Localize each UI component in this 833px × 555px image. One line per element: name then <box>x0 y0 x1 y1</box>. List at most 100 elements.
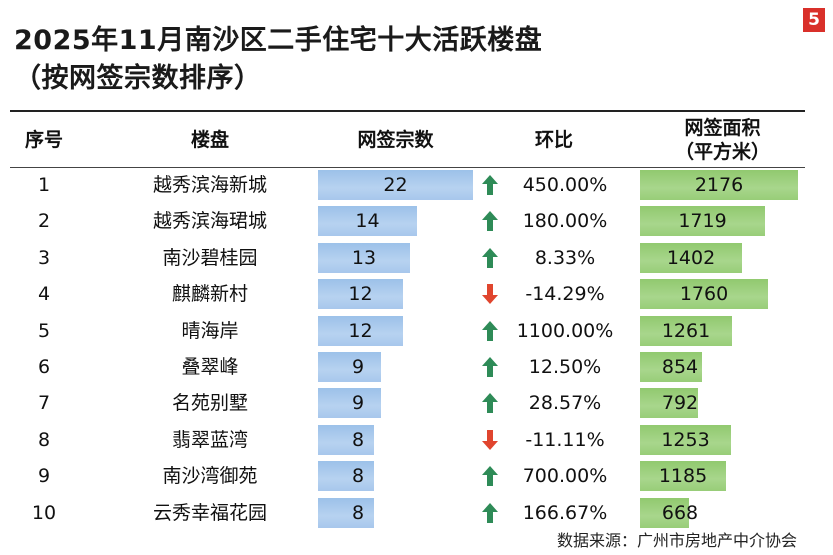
down-arrow-icon <box>482 284 498 305</box>
mom-value: 166.67% <box>522 501 608 524</box>
mom-value: 700.00% <box>522 465 608 488</box>
area-bar <box>640 388 698 419</box>
area-bar <box>640 170 798 200</box>
area-bar <box>640 206 765 237</box>
count-bar <box>318 497 374 528</box>
area-bar <box>640 352 702 382</box>
rank-cell: 1 <box>37 174 51 196</box>
count-bar <box>318 424 374 455</box>
table-row: 6 叠翠峰 9 12.50% 854 <box>0 350 833 384</box>
estate-cell: 云秀幸福花园 <box>152 501 267 524</box>
up-arrow-icon <box>482 502 498 523</box>
title-line-2: （按网签宗数排序） <box>14 63 262 94</box>
header-count: 网签宗数 <box>357 129 434 151</box>
rank-cell: 7 <box>37 392 51 415</box>
table-row: 2 越秀滨海珺城 14 180.00% 1719 <box>0 204 833 238</box>
estate-cell: 南沙碧桂园 <box>162 246 258 269</box>
table-row: 10 云秀幸福花园 8 166.67% 668 <box>0 496 833 530</box>
page-number-badge: 5 <box>803 8 825 32</box>
area-value: 1253 <box>661 428 710 451</box>
rank-cell: 10 <box>31 501 57 524</box>
title-line-1: 2025年11月南沙区二手住宅十大活跃楼盘 <box>14 25 543 56</box>
rank-cell: 2 <box>37 210 51 233</box>
up-arrow-icon <box>482 466 498 487</box>
data-source-note: 数据来源：广州市房地产中介协会 <box>556 531 797 550</box>
table-header-rule <box>10 167 805 168</box>
table-row: 1 越秀滨海新城 22 450.00% 2176 <box>0 168 833 202</box>
header-area: 网签面积 （平方米） <box>640 114 805 166</box>
table-top-rule <box>10 110 805 112</box>
mom-value: 450.00% <box>522 174 608 196</box>
area-bar <box>640 461 726 492</box>
estate-cell: 越秀滨海珺城 <box>152 210 267 233</box>
area-bar <box>640 497 689 528</box>
area-bar <box>640 242 742 273</box>
header-estate: 楼盘 <box>190 129 229 151</box>
mom-value: 1100.00% <box>516 319 614 342</box>
count-value: 14 <box>355 210 380 233</box>
count-bar <box>318 206 417 237</box>
up-arrow-icon <box>482 357 498 377</box>
count-bar <box>318 279 403 310</box>
count-bar <box>318 461 374 492</box>
count-value: 12 <box>348 319 373 342</box>
count-value: 8 <box>351 428 365 451</box>
up-arrow-icon <box>482 393 498 414</box>
count-value: 9 <box>351 356 365 378</box>
area-value: 1185 <box>658 465 708 488</box>
area-value: 792 <box>661 392 699 415</box>
table-row: 5 晴海岸 12 1100.00% 1261 <box>0 314 833 348</box>
up-arrow-icon <box>482 175 498 195</box>
area-value: 854 <box>661 356 699 378</box>
header-mom: 环比 <box>534 129 573 151</box>
rank-cell: 3 <box>37 246 51 269</box>
count-value: 22 <box>383 174 408 196</box>
area-value: 2176 <box>694 174 744 196</box>
count-value: 9 <box>351 392 365 415</box>
rank-cell: 6 <box>37 356 51 378</box>
count-bar <box>318 315 403 346</box>
estate-cell: 越秀滨海新城 <box>152 174 267 196</box>
rank-cell: 8 <box>37 428 51 451</box>
rank-cell: 4 <box>37 283 51 306</box>
area-value: 1261 <box>661 319 711 342</box>
estate-cell: 名苑别墅 <box>171 392 248 415</box>
rank-cell: 5 <box>37 319 51 342</box>
up-arrow-icon <box>482 320 498 341</box>
area-bar <box>640 315 732 346</box>
count-value: 8 <box>351 501 365 524</box>
table-row: 9 南沙湾御苑 8 700.00% 1185 <box>0 459 833 493</box>
mom-value: 28.57% <box>528 392 602 415</box>
mom-value: 12.50% <box>528 356 602 378</box>
area-value: 1760 <box>679 283 729 306</box>
count-bar <box>318 170 473 200</box>
up-arrow-icon <box>482 211 498 232</box>
area-value: 668 <box>661 501 699 524</box>
estate-cell: 叠翠峰 <box>181 356 239 378</box>
table-row: 8 翡翠蓝湾 8 -11.11% 1253 <box>0 423 833 457</box>
estate-cell: 南沙湾御苑 <box>162 465 258 488</box>
area-value: 1719 <box>678 210 727 233</box>
up-arrow-icon <box>482 247 498 268</box>
count-value: 13 <box>351 246 377 269</box>
mom-value: 180.00% <box>522 210 608 233</box>
page-title: 2025年11月南沙区二手住宅十大活跃楼盘 （按网签宗数排序） <box>14 22 542 98</box>
table-row: 7 名苑别墅 9 28.57% 792 <box>0 386 833 420</box>
rank-cell: 9 <box>37 465 51 488</box>
count-bar <box>318 352 381 382</box>
area-value: 1402 <box>666 246 716 269</box>
mom-value: -11.11% <box>525 428 605 451</box>
mom-value: 8.33% <box>534 246 596 269</box>
count-bar <box>318 388 381 419</box>
header-rank: 序号 <box>24 129 63 151</box>
table-row: 4 麒麟新村 12 -14.29% 1760 <box>0 277 833 311</box>
count-value: 8 <box>351 465 365 488</box>
area-bar <box>640 424 731 455</box>
estate-cell: 翡翠蓝湾 <box>171 428 248 451</box>
table-row: 3 南沙碧桂园 13 8.33% 1402 <box>0 241 833 275</box>
count-bar <box>318 242 410 273</box>
estate-cell: 晴海岸 <box>181 319 239 342</box>
mom-value: -14.29% <box>525 283 605 306</box>
area-bar <box>640 279 768 310</box>
estate-cell: 麒麟新村 <box>171 283 248 306</box>
